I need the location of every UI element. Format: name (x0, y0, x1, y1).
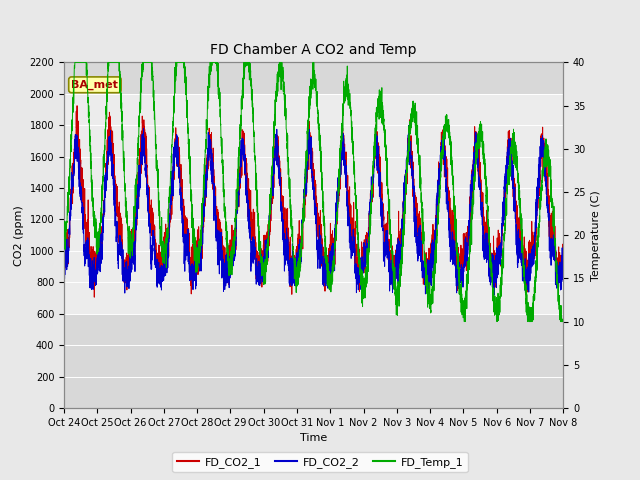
Title: FD Chamber A CO2 and Temp: FD Chamber A CO2 and Temp (211, 43, 417, 57)
X-axis label: Time: Time (300, 433, 327, 443)
Y-axis label: Temperature (C): Temperature (C) (591, 190, 601, 281)
Text: BA_met: BA_met (72, 80, 118, 90)
Legend: FD_CO2_1, FD_CO2_2, FD_Temp_1: FD_CO2_1, FD_CO2_2, FD_Temp_1 (172, 452, 468, 472)
Y-axis label: CO2 (ppm): CO2 (ppm) (14, 205, 24, 265)
Bar (64, 94, 563, 314)
